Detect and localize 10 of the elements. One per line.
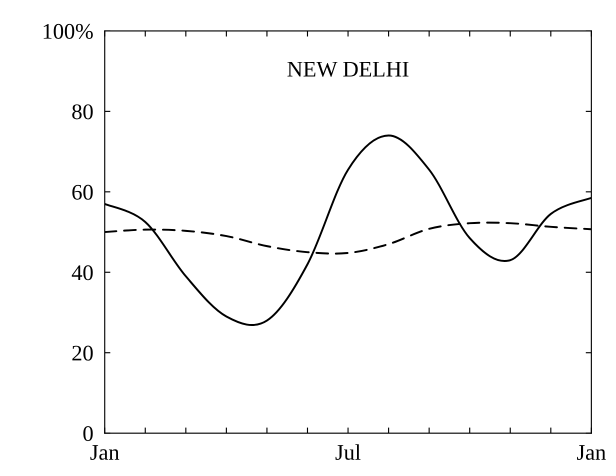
text: NEW DELHI bbox=[287, 62, 408, 77]
y-tick-label: 80 bbox=[72, 104, 93, 120]
x-tick-label: Jan bbox=[90, 445, 120, 460]
x-tick-label: Jan bbox=[577, 445, 606, 460]
x-tick-label: Jul bbox=[336, 444, 361, 460]
y-tick-label: 100% bbox=[44, 24, 93, 39]
y-tick-label: 40 bbox=[72, 265, 93, 280]
y-tick-label: 20 bbox=[72, 346, 93, 361]
y-tick-label: 0 bbox=[83, 426, 93, 442]
y-tick-label: 60 bbox=[72, 184, 93, 200]
